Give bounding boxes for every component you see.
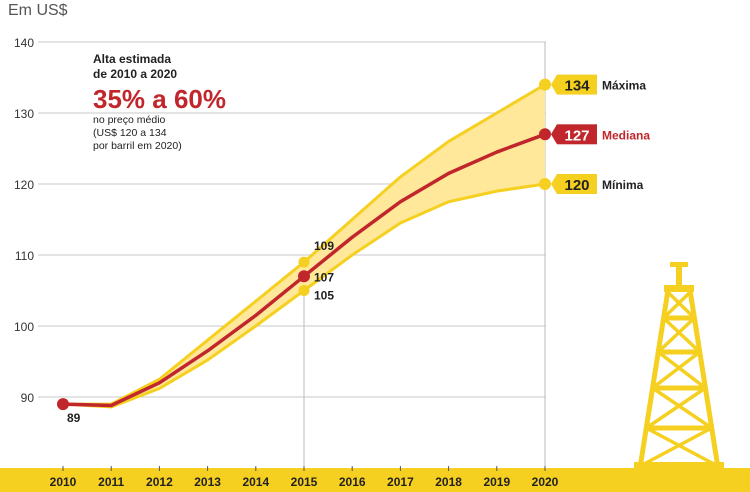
annotation-title: Alta estimada de 2010 a 2020 [93,52,178,81]
marker-2010 [57,398,69,411]
x-tick-label: 2019 [483,475,510,489]
x-tick-label: 2018 [435,475,462,489]
x-axis: 2010 2011 2012 2013 2014 2015 2016 2017 2018 2019… [0,466,750,492]
derrick-brace [662,316,701,354]
x-tick-label: 2011 [98,475,124,489]
derrick-brace [639,426,713,468]
derrick-crown [664,285,694,292]
point-label: 107 [314,270,334,284]
end-label-pointer [551,174,557,194]
derrick-brace [657,316,696,354]
x-tick-label: 2010 [50,475,77,489]
grid-lines: 90 100 110 120 130 140 [14,36,546,468]
marker-2020-med [539,128,551,141]
unit-label: Em US$ [8,2,68,19]
end-label-value: 120 [564,177,589,194]
growth-annotation: Alta estimada de 2010 a 2020 35% a 60% n… [93,52,253,153]
x-tick-label: 2016 [339,475,366,489]
point-label: 109 [314,239,334,253]
end-label-box [557,124,597,145]
point-label: 89 [67,411,81,425]
data-markers [57,78,551,411]
y-tick-label: 100 [14,320,34,334]
marker-2020-max [539,78,551,91]
derrick-cap [670,262,688,267]
x-tick-label: 2014 [242,475,269,489]
end-label-pointer [551,124,557,145]
y-tick-label: 130 [14,107,34,121]
end-label-pointer [551,74,557,95]
annotation-range: 35% a 60% [93,84,226,114]
derrick-mast [676,265,682,287]
oil-derrick-icon [634,262,724,470]
derrick-brace [645,426,719,468]
x-tick-label: 2015 [291,475,318,489]
x-tick-label: 2017 [387,475,414,489]
annotation-subtitle: no preço médio (US$ 120 a 134 por barril… [93,114,182,152]
derrick-brace [662,290,692,320]
end-label-name: Mínima [602,178,644,192]
y-tick-label: 90 [21,391,35,405]
forecast-band [63,84,545,407]
marker-2015-med [298,270,310,283]
end-label-name: Máxima [602,79,646,93]
marker-2015-min [298,285,310,296]
end-label-value: 134 [564,78,590,95]
y-tick-label: 140 [14,36,34,50]
x-tick-label: 2012 [146,475,173,489]
marker-2020-min [539,178,551,190]
derrick-brace [651,350,701,390]
end-label-value: 127 [564,127,589,144]
y-tick-label: 120 [14,178,34,192]
derrick-brace [666,290,696,320]
data-labels: 89 109 107 105 134 Máxima 127 Mediana 120 Mínima [67,74,650,425]
derrick-brace [651,386,713,430]
marker-2015-max [298,256,310,268]
end-label-name: Mediana [602,128,650,142]
end-label-box [557,74,597,95]
end-label-box [557,174,597,194]
derrick-brace [657,350,707,390]
derrick-base [634,462,724,470]
band-area [63,84,545,407]
x-tick-label: 2013 [194,475,221,489]
point-label: 105 [314,289,334,303]
derrick-brace [645,386,707,430]
x-axis-bar [0,468,750,492]
x-tick-label: 2020 [532,475,559,489]
y-tick-label: 110 [15,249,34,263]
